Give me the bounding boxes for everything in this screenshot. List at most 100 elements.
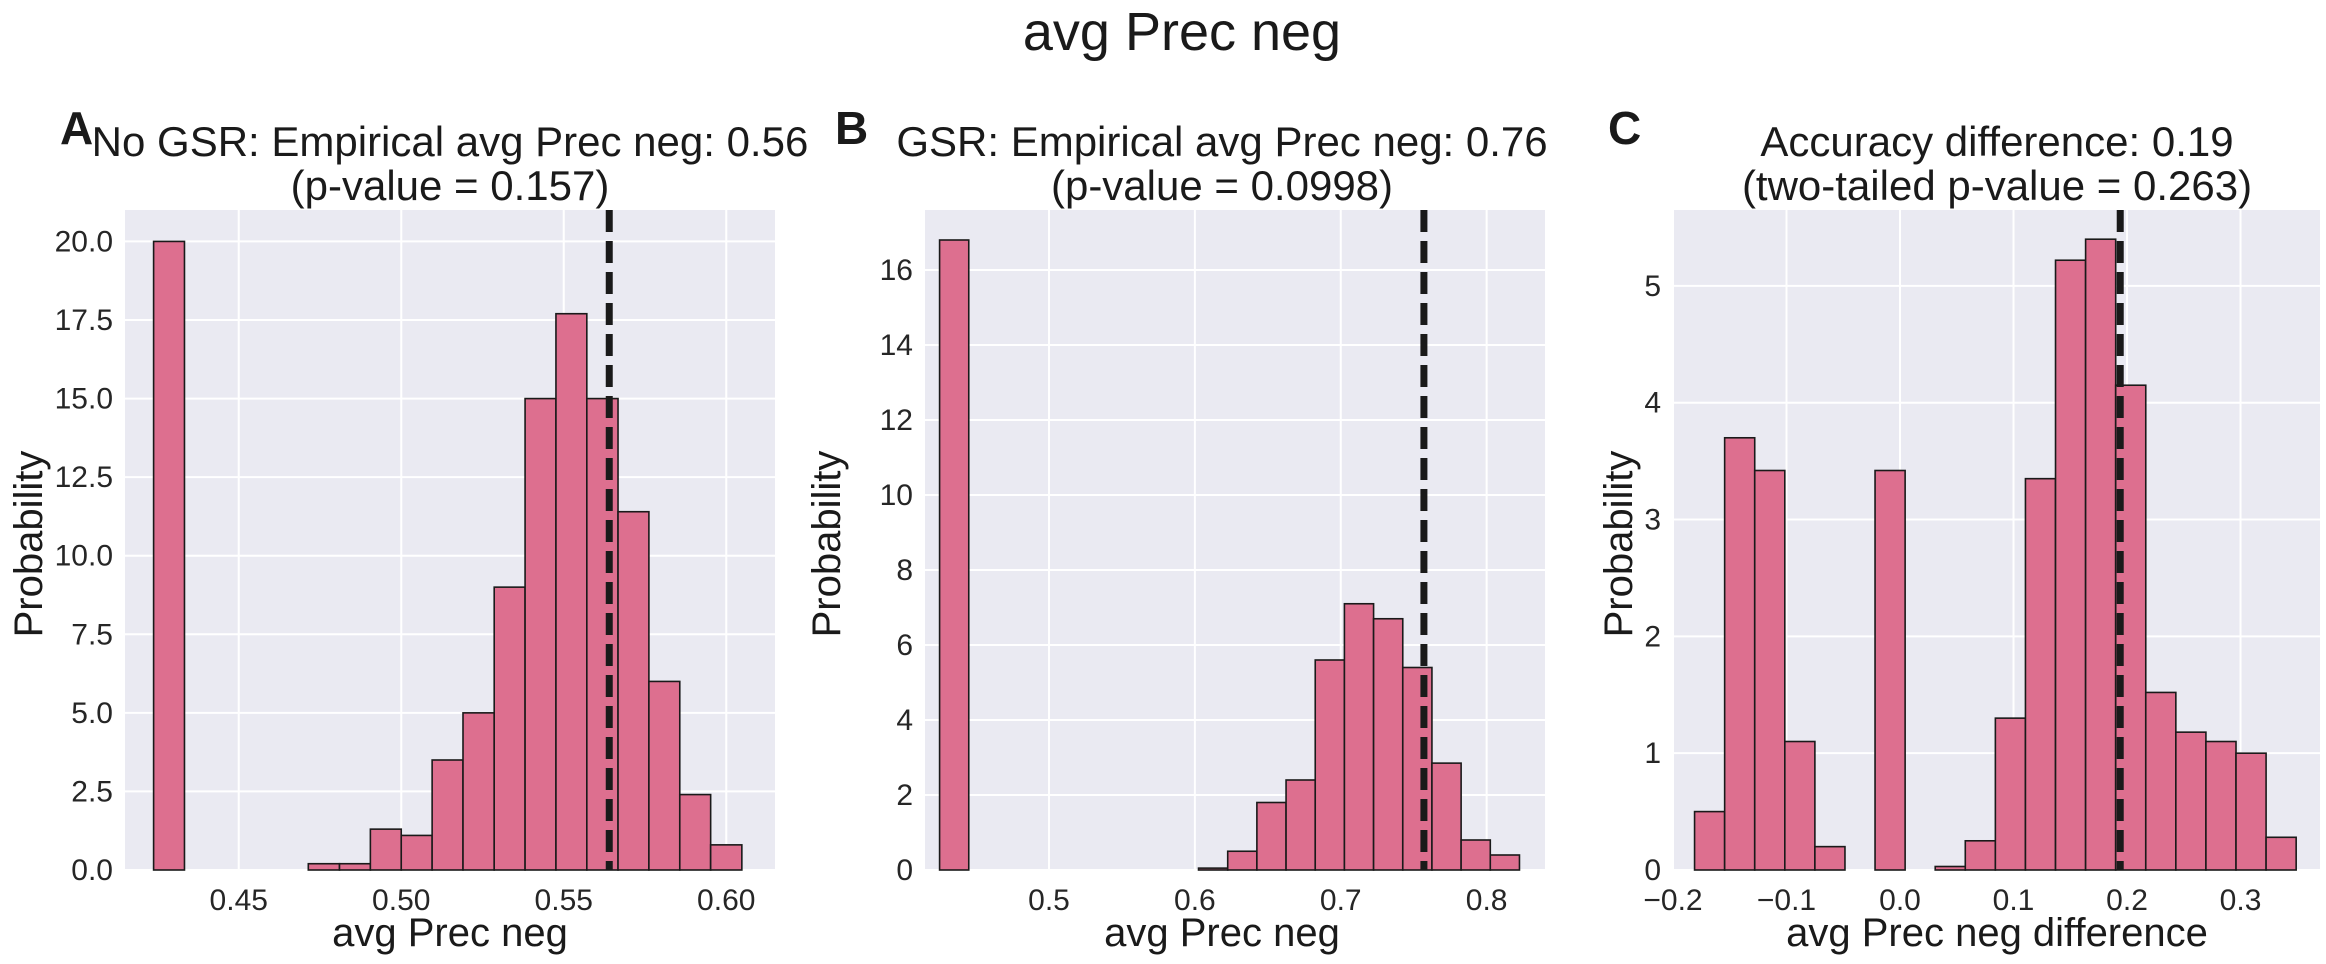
panel-a-xtick-label: 0.50: [372, 884, 430, 917]
panel-b-bar: [1401, 666, 1433, 871]
panel-a-ytick-label: 2.5: [71, 775, 113, 808]
panel-b-bar: [1314, 659, 1346, 871]
panel-c: C Accuracy difference: 0.19 (two-tailed …: [1597, 102, 2320, 955]
panel-b-title-line2: (p-value = 0.0998): [1051, 162, 1393, 209]
panel-a-bar: [524, 397, 557, 871]
panel-c-ytick-label: 4: [1644, 387, 1661, 420]
panel-b-xtick-label: 0.7: [1320, 884, 1362, 917]
panel-a-title-line1: No GSR: Empirical avg Prec neg: 0.56: [92, 118, 809, 165]
panel-a-bar: [617, 510, 650, 871]
panel-b-bar: [1256, 801, 1287, 871]
panel-c-bar: [2024, 477, 2057, 871]
panel-c-bar: [1994, 717, 2027, 871]
panel-a-title-line2: (p-value = 0.157): [291, 162, 610, 209]
panel-b-ytick-label: 10: [880, 479, 913, 512]
panel-b-bar: [1431, 762, 1462, 871]
panel-a-xlabel: avg Prec neg: [332, 911, 568, 955]
panel-a-ytick-label: 5.0: [71, 697, 113, 730]
panel-a-bar: [586, 397, 619, 871]
panel-b-bar: [1372, 617, 1404, 871]
panel-c-bar: [1693, 810, 1726, 871]
panel-b-ytick-label: 6: [896, 629, 913, 662]
panel-a-ytick-label: 20.0: [55, 225, 113, 258]
panel-c-title-line2: (two-tailed p-value = 0.263): [1742, 162, 2252, 209]
panel-b-xtick-label: 0.6: [1174, 884, 1216, 917]
panel-b-bar: [1343, 602, 1375, 871]
panel-c-bar: [2175, 731, 2207, 871]
panel-c-xtick-label: 0.0: [1879, 884, 1921, 917]
panel-c-bar: [2054, 259, 2087, 871]
panel-a-bar: [648, 680, 681, 871]
panel-b-bar: [938, 239, 970, 871]
panel-c-xtick-label: 0.3: [2220, 884, 2262, 917]
panel-b-bar: [1197, 867, 1229, 871]
panel-b-bar: [1285, 779, 1317, 871]
panel-c-bar: [2265, 836, 2297, 871]
panel-a: A No GSR: Empirical avg Prec neg: 0.56 (…: [7, 102, 808, 955]
panel-a-ylabel: Probability: [7, 451, 51, 638]
panel-c-xtick-label: −0.2: [1643, 884, 1702, 917]
panel-b-ytick-label: 14: [880, 329, 913, 362]
panel-b-plot-area: [925, 210, 1545, 870]
panel-b-ytick-label: 8: [896, 554, 913, 587]
panel-a-bar: [462, 712, 496, 871]
panel-label-b: B: [835, 102, 868, 154]
panel-label-a: A: [60, 102, 93, 154]
panel-a-bar: [400, 834, 433, 871]
panel-c-bar: [1723, 436, 1756, 871]
panel-a-ytick-label: 0.0: [71, 854, 113, 887]
panel-c-ylabel: Probability: [1597, 451, 1641, 638]
panel-c-bar: [1814, 845, 1846, 871]
panel-a-ytick-label: 7.5: [71, 618, 113, 651]
panel-a-ytick-label: 15.0: [55, 383, 113, 416]
panel-a-ytick-label: 17.5: [55, 304, 113, 337]
panel-a-bar: [709, 844, 743, 871]
panel-c-bar: [1784, 740, 1816, 871]
panel-label-c: C: [1608, 102, 1641, 154]
panel-c-ytick-label: 5: [1644, 270, 1661, 303]
panel-a-bar: [152, 240, 186, 871]
panel-a-xtick-label: 0.45: [210, 884, 268, 917]
panel-c-ytick-label: 3: [1644, 504, 1661, 537]
panel-c-bar: [1753, 469, 1786, 871]
panel-b-ytick-label: 12: [880, 404, 913, 437]
panel-b-title-line1: GSR: Empirical avg Prec neg: 0.76: [896, 118, 1547, 165]
panel-c-xtick-label: −0.1: [1757, 884, 1816, 917]
panel-c-xlabel: avg Prec neg difference: [1786, 911, 2208, 955]
panel-c-bar: [2235, 752, 2267, 871]
panel-b-bar: [1460, 839, 1492, 871]
panel-b-ylabel: Probability: [805, 451, 849, 638]
panel-a-bar: [493, 586, 526, 871]
panel-c-bar: [2144, 691, 2177, 871]
panel-c-title-line1: Accuracy difference: 0.19: [1760, 118, 2233, 165]
panel-a-bar: [555, 312, 588, 871]
panel-b-bar: [1226, 850, 1258, 871]
panel-a-xtick-label: 0.55: [535, 884, 593, 917]
panel-a-ytick-label: 10.0: [55, 540, 113, 573]
panel-c-bar: [2205, 740, 2237, 871]
panel-c-bar: [1964, 839, 1997, 871]
panel-b-ytick-label: 2: [896, 779, 913, 812]
panel-b-ytick-label: 0: [896, 854, 913, 887]
panel-c-bar: [2084, 238, 2117, 871]
panel-a-bar: [369, 828, 403, 871]
panel-c-ytick-label: 0: [1644, 854, 1661, 887]
panel-c-bar: [1874, 469, 1906, 871]
panel-c-ytick-label: 2: [1644, 620, 1661, 653]
panel-b-ytick-label: 4: [896, 704, 913, 737]
panel-c-xtick-label: 0.2: [2106, 884, 2148, 917]
panel-a-bar: [338, 862, 372, 871]
panel-b-bar: [1489, 854, 1521, 871]
panel-c-bar: [1934, 865, 1967, 871]
panel-a-bar: [307, 862, 341, 871]
panel-c-xtick-label: 0.1: [1993, 884, 2035, 917]
panel-a-bar: [431, 759, 464, 871]
panel-b: B GSR: Empirical avg Prec neg: 0.76 (p-v…: [805, 102, 1548, 955]
panel-b-xtick-label: 0.5: [1028, 884, 1070, 917]
panel-b-xtick-label: 0.8: [1466, 884, 1508, 917]
panel-b-ytick-label: 16: [880, 254, 913, 287]
panel-b-xlabel: avg Prec neg: [1104, 911, 1340, 955]
panel-a-xtick-label: 0.60: [697, 884, 755, 917]
